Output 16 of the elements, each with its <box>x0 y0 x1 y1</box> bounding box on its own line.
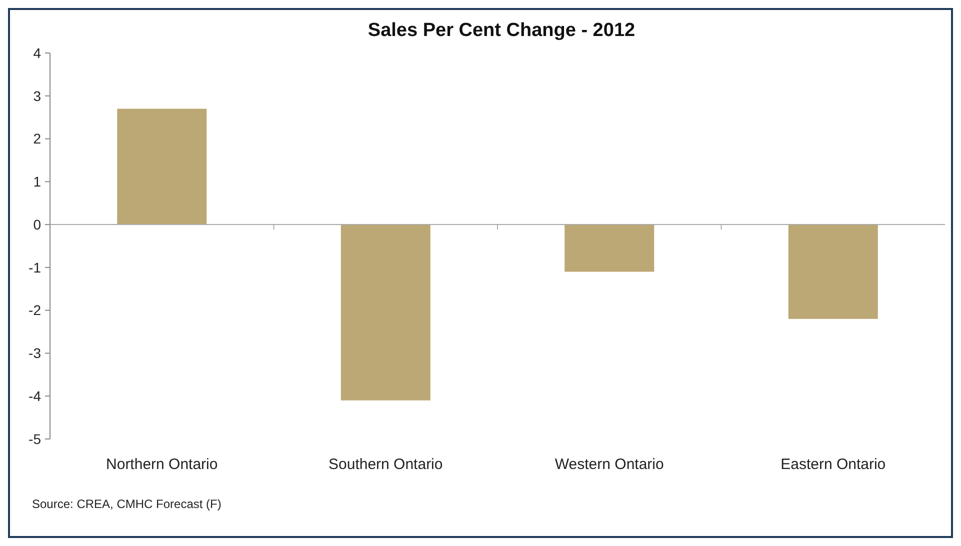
y-tick-label: -4 <box>28 388 42 404</box>
y-tick-label: 1 <box>33 174 42 190</box>
x-tick-label: Western Ontario <box>554 456 664 473</box>
y-tick-label: -2 <box>28 302 42 318</box>
y-tick-label: -1 <box>28 259 42 276</box>
y-tick-label: 0 <box>33 216 42 232</box>
x-tick-label: Northern Ontario <box>106 456 218 473</box>
y-tick-label: -5 <box>28 430 42 447</box>
y-tick-label: 2 <box>33 130 42 147</box>
source-note: Source: CREA, CMHC Forecast (F) <box>32 497 222 511</box>
chart-title: Sales Per Cent Change - 2012 <box>368 20 636 41</box>
y-tick-label: 3 <box>33 88 42 104</box>
y-tick-label: -3 <box>28 345 42 362</box>
x-tick-label: Southern Ontario <box>328 456 443 473</box>
x-tick-label: Eastern Ontario <box>780 456 886 473</box>
y-tick-label: 4 <box>33 44 42 61</box>
